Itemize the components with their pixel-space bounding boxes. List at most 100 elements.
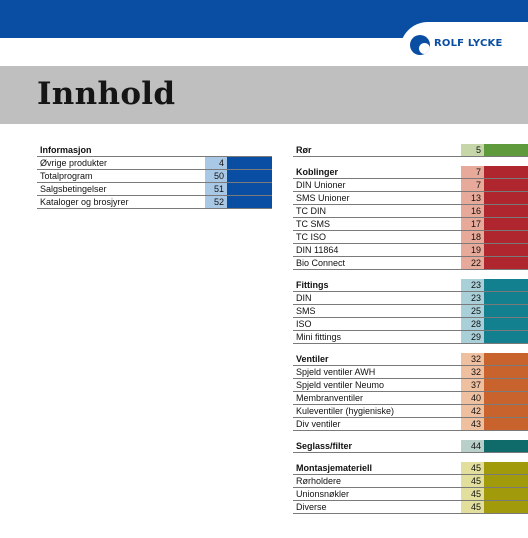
page-number: 18 [461,231,484,243]
toc-row: DIN 11864 19 [293,244,528,257]
toc-row: SMS Unioner 13 [293,192,528,205]
row-label: TC ISO [296,232,327,242]
page-number: 29 [461,331,484,343]
toc-row: Totalprogram 50 [37,170,272,183]
row-label: Bio Connect [296,258,346,268]
color-bar [484,292,528,304]
page-number: 52 [205,196,227,208]
page-number: 45 [461,462,484,474]
row-label: TC SMS [296,219,331,229]
color-bar [484,392,528,404]
section-heading: Koblinger [296,167,338,177]
page-number: 42 [461,405,484,417]
color-bar [484,192,528,204]
toc-row: DIN Unioner 7 [293,179,528,192]
row-label: SMS [296,306,316,316]
page-number: 45 [461,501,484,513]
section-heading-row: Montasjemateriell 45 [293,462,528,475]
row-label: Øvrige produkter [40,158,108,168]
section-heading-row: Seglass/filter 44 [293,440,528,453]
color-bar [484,379,528,391]
color-bar [227,196,272,208]
row-label: Mini fittings [296,332,342,342]
color-bar [484,231,528,243]
row-label: Rørholdere [296,476,342,486]
color-bar [484,318,528,330]
color-bar [484,179,528,191]
title-band: Innhold [0,66,528,124]
row-label: Div ventiler [296,419,341,429]
section-heading-row: Koblinger 7 [293,166,528,179]
group-spacer [293,431,528,440]
section-heading: Rør [296,145,312,155]
page-number: 13 [461,192,484,204]
color-bar [484,462,528,474]
row-label: Kuleventiler (hygieniske) [296,406,395,416]
group-spacer [293,453,528,462]
brand-logo: ROLF LYCKE [400,22,528,66]
page-number: 40 [461,392,484,404]
row-label: Spjeld ventiler AWH [296,367,376,377]
section-heading-row: Fittings 23 [293,279,528,292]
toc-row: Kuleventiler (hygieniske) 42 [293,405,528,418]
row-label: Spjeld ventiler Neumo [296,380,385,390]
page-number: 17 [461,218,484,230]
page-number: 43 [461,418,484,430]
section-heading: Montasjemateriell [296,463,373,473]
toc-row: Bio Connect 22 [293,257,528,270]
brand-name: ROLF LYCKE [434,38,503,49]
color-bar [484,305,528,317]
section-heading: Seglass/filter [296,441,353,451]
row-label: Unionsnøkler [296,489,350,499]
color-bar [484,244,528,256]
color-bar [484,366,528,378]
color-bar [484,218,528,230]
section-heading-row: Rør 5 [293,144,528,157]
color-bar [227,157,272,169]
color-bar [484,279,528,291]
toc-row: Kataloger og brosjyrer 52 [37,196,272,209]
color-bar [484,205,528,217]
color-bar [484,166,528,178]
group-spacer [293,157,528,166]
page-number: 51 [205,183,227,195]
toc-row: Salgsbetingelser 51 [37,183,272,196]
page-number: 19 [461,244,484,256]
row-label: TC DIN [296,206,326,216]
row-label: SMS Unioner [296,193,350,203]
group-spacer [293,344,528,353]
rolf-lycke-logo-icon [410,35,430,55]
row-label: ISO [296,319,312,329]
section-heading-row: Ventiler 32 [293,353,528,366]
row-label: Membranventiler [296,393,364,403]
toc-row: Div ventiler 43 [293,418,528,431]
color-bar [227,170,272,182]
row-label: Kataloger og brosjyrer [40,197,129,207]
toc-row: TC DIN 16 [293,205,528,218]
toc-row: Øvrige produkter 4 [37,157,272,170]
page-number: 23 [461,292,484,304]
info-table: Informasjon Øvrige produkter 4 Totalprogram… [37,144,272,209]
page-number: 7 [461,179,484,191]
toc-row: TC SMS 17 [293,218,528,231]
contents-table: Rør 5 Koblinger 7 DIN Unioner 7 SMS Unioner 13 T… [293,144,528,514]
row-label: Totalprogram [40,171,93,181]
row-label: DIN 11864 [296,245,339,255]
toc-row: Diverse 45 [293,501,528,514]
page-number: 37 [461,379,484,391]
page-number: 44 [461,440,484,452]
page-number: 50 [205,170,227,182]
page-number: 5 [461,144,484,156]
color-bar [484,440,528,452]
section-heading: Informasjon [40,145,92,155]
row-label: DIN Unioner [296,180,346,190]
page-number: 4 [205,157,227,169]
section-heading: Ventiler [296,354,329,364]
page-number: 32 [461,366,484,378]
page-number: 25 [461,305,484,317]
color-bar [484,488,528,500]
toc-row: DIN 23 [293,292,528,305]
page-number: 22 [461,257,484,269]
row-label: DIN [296,293,312,303]
page-number: 32 [461,353,484,365]
